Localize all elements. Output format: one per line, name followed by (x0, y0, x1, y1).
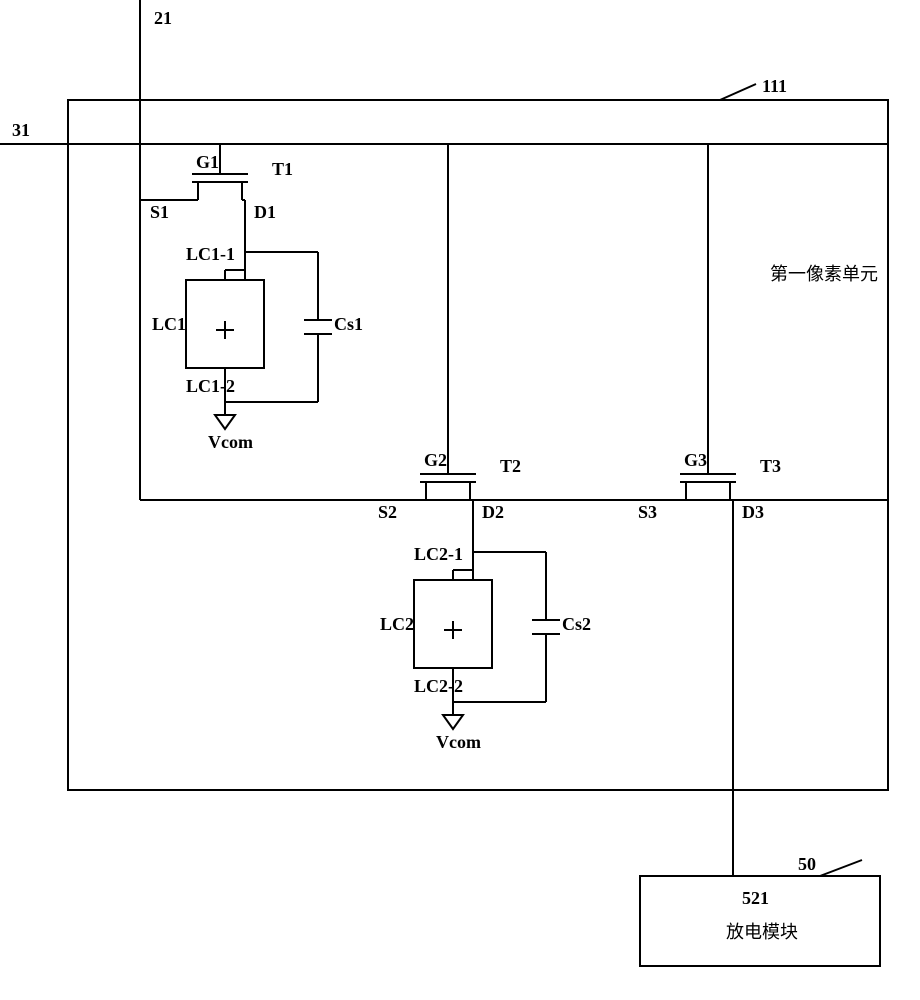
svg-text:S2: S2 (378, 502, 397, 522)
svg-text:111: 111 (762, 76, 787, 96)
svg-text:31: 31 (12, 120, 30, 140)
svg-text:521: 521 (742, 888, 769, 908)
svg-text:D1: D1 (254, 202, 276, 222)
svg-text:T2: T2 (500, 456, 521, 476)
svg-text:Vcom: Vcom (436, 732, 481, 752)
svg-text:Cs2: Cs2 (562, 614, 591, 634)
svg-text:T3: T3 (760, 456, 781, 476)
svg-text:D3: D3 (742, 502, 764, 522)
svg-text:LC1-1: LC1-1 (186, 244, 235, 264)
svg-text:G2: G2 (424, 450, 447, 470)
svg-text:LC1: LC1 (152, 314, 186, 334)
svg-text:S1: S1 (150, 202, 169, 222)
svg-text:LC1-2: LC1-2 (186, 376, 235, 396)
svg-text:S3: S3 (638, 502, 657, 522)
svg-text:T1: T1 (272, 159, 293, 179)
svg-text:放电模块: 放电模块 (726, 922, 798, 942)
svg-text:Cs1: Cs1 (334, 314, 363, 334)
svg-text:G3: G3 (684, 450, 707, 470)
svg-text:21: 21 (154, 8, 172, 28)
svg-text:LC2-2: LC2-2 (414, 676, 463, 696)
svg-text:D2: D2 (482, 502, 504, 522)
svg-text:LC2-1: LC2-1 (414, 544, 463, 564)
svg-text:第一像素单元: 第一像素单元 (770, 264, 878, 284)
svg-text:G1: G1 (196, 152, 219, 172)
svg-text:Vcom: Vcom (208, 432, 253, 452)
svg-text:50: 50 (798, 854, 816, 874)
svg-text:LC2: LC2 (380, 614, 414, 634)
